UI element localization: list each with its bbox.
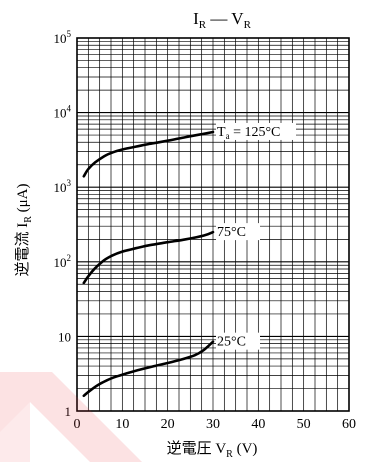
series-label: 75°C	[217, 225, 246, 240]
x-tick-label: 0	[74, 417, 81, 432]
y-tick-label: 103	[54, 178, 72, 195]
x-tick-label: 50	[297, 417, 311, 432]
x-tick-label: 30	[206, 417, 220, 432]
chart-title: IR — VR	[193, 9, 252, 31]
y-tick-label: 1	[65, 404, 72, 419]
y-tick-label: 102	[54, 253, 72, 270]
x-tick-labels: 0 10 20 30 40 50 60	[74, 417, 357, 432]
x-tick-label: 20	[161, 417, 175, 432]
x-tick-label: 40	[251, 417, 265, 432]
series-label-bg	[216, 223, 260, 241]
x-tick-label: 10	[115, 417, 129, 432]
plot-frame	[76, 37, 350, 412]
series-curves	[82, 130, 215, 398]
series-label: 25°C	[217, 335, 246, 350]
series-label: Ta = 125°C	[217, 125, 280, 141]
x-tick-label: 60	[342, 417, 356, 432]
y-tick-labels: 1 10 102 103 104 105	[54, 29, 72, 419]
y-tick-label: 105	[54, 29, 72, 46]
series-label-bg	[216, 332, 260, 350]
series-curve	[82, 340, 215, 398]
y-tick-label: 104	[54, 104, 72, 121]
series-labels: Ta = 125°C 75°C 25°C	[216, 122, 296, 350]
y-axis-label: 逆電流 IR (μA)	[14, 183, 34, 276]
series-label-bg	[216, 122, 296, 140]
x-axis-label: 逆電圧 VR (V)	[167, 440, 258, 460]
y-tick-label: 10	[58, 329, 71, 344]
series-curve	[82, 130, 215, 178]
grid	[77, 38, 349, 411]
series-curve	[82, 230, 215, 285]
